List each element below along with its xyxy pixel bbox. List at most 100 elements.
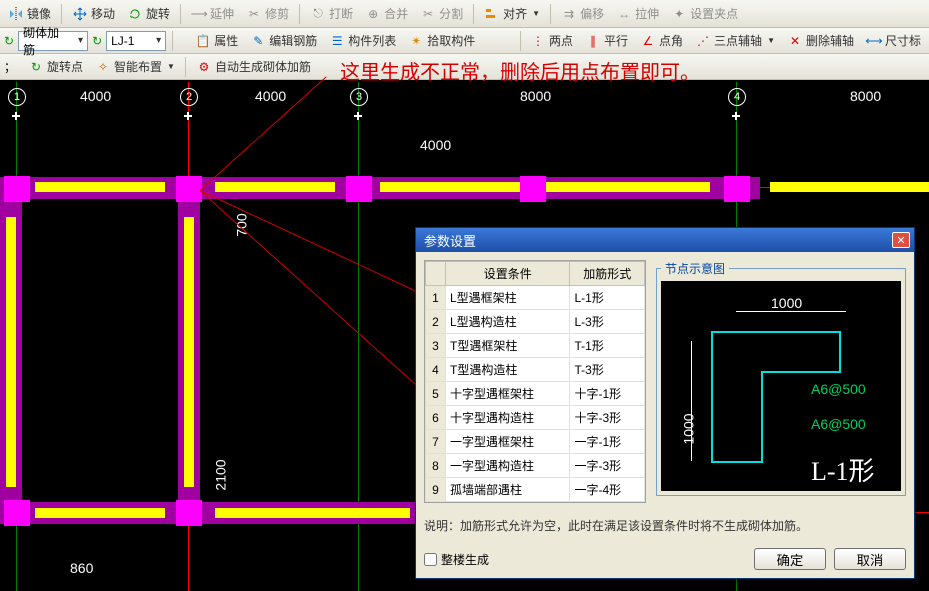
ok-button[interactable]: 确定 <box>754 548 826 570</box>
trim-icon: ✂ <box>246 6 262 22</box>
extend-icon: ⟶ <box>191 6 207 22</box>
parallel-button[interactable]: ∥平行 <box>581 30 632 51</box>
dropdown-arrow-icon: ▼ <box>532 9 540 18</box>
pv-dim-1000v: 1000 <box>681 413 697 444</box>
delaux-button[interactable]: ✕删除辅轴 <box>783 30 858 51</box>
dotangle-button[interactable]: ∠点角 <box>636 30 687 51</box>
cancel-button[interactable]: 取消 <box>834 548 906 570</box>
smart-icon: ✧ <box>95 59 111 75</box>
smartlayout-button[interactable]: ✧智能布置▼ <box>91 56 179 77</box>
threeaux-button[interactable]: ⋰三点辅轴▼ <box>691 30 779 51</box>
dim-860: 860 <box>70 560 93 576</box>
dialog-title: 参数设置 <box>424 231 476 250</box>
autogen-button[interactable]: ⚙自动生成砌体加筋 <box>192 56 315 77</box>
table-row[interactable]: 1L型遇框架柱L-1形 <box>426 286 645 310</box>
mirror-label: 镜像 <box>27 5 51 22</box>
extend-button: ⟶延伸 <box>187 3 238 24</box>
memberlist-button[interactable]: ☰构件列表 <box>325 30 400 51</box>
rotate-button[interactable]: 旋转 <box>123 3 174 24</box>
dialog-explain: 说明：加筋形式允许为空，此时在满足该设置条件时将不生成砌体加筋。 <box>416 511 914 540</box>
twopt-button[interactable]: ⋮两点 <box>526 30 577 51</box>
break-button: ⎋打断 <box>306 3 357 24</box>
annotation-text: 这里生成不正常，删除后用点布置即可。 <box>340 56 700 85</box>
dim-2100: 2100 <box>213 459 229 490</box>
pickmember-button[interactable]: ✴拾取构件 <box>404 30 479 51</box>
table-row[interactable]: 4T型遇构造柱T-3形 <box>426 358 645 382</box>
axis-marker-4: 4 <box>728 88 746 106</box>
toolbar-edit: 镜像 移动 旋转 ⟶延伸 ✂修剪 ⎋打断 ⊕合并 ✂分割 对齐▼ ⇉偏移 ↔拉伸… <box>0 0 929 28</box>
pick-icon: ✴ <box>408 33 424 49</box>
table-row[interactable]: 9孤墙端部遇柱一字-4形 <box>426 478 645 502</box>
trim-button: ✂修剪 <box>242 3 293 24</box>
merge-button: ⊕合并 <box>361 3 412 24</box>
dim-8000-2: 8000 <box>850 88 881 104</box>
move-button[interactable]: 移动 <box>68 3 119 24</box>
param-table[interactable]: 设置条件 加筋形式 1L型遇框架柱L-1形2L型遇构造柱L-3形3T型遇框架柱T… <box>424 260 646 503</box>
grip-icon: ✦ <box>671 6 687 22</box>
pv-bar1: A6@500 <box>811 381 866 397</box>
table-row[interactable]: 5十字型遇框架柱十字-1形 <box>426 382 645 406</box>
break-icon: ⎋ <box>310 6 326 22</box>
pv-shape: L-1形 <box>811 451 875 488</box>
dim-4000-1: 4000 <box>80 88 111 104</box>
table-row[interactable]: 3T型遇框架柱T-1形 <box>426 334 645 358</box>
axis-marker-2: 2 <box>180 88 198 106</box>
table-row[interactable]: 7一字型遇框架柱一字-1形 <box>426 430 645 454</box>
member-code-select[interactable]: LJ-1 <box>106 31 166 51</box>
table-row[interactable]: 6十字型遇构造柱十字-3形 <box>426 406 645 430</box>
editrebar-button[interactable]: ✎编辑钢筋 <box>246 30 321 51</box>
dim-icon: ⟷ <box>866 33 882 49</box>
autogen-icon: ⚙ <box>196 59 212 75</box>
split-icon: ✂ <box>420 6 436 22</box>
rotate-icon <box>127 6 143 22</box>
rebar-icon: ✎ <box>250 33 266 49</box>
toolbar-member: ↻ 砌体加筋 ↻ LJ-1 📋属性 ✎编辑钢筋 ☰构件列表 ✴拾取构件 ⋮两点 … <box>0 28 929 54</box>
align-button[interactable]: 对齐▼ <box>480 3 544 24</box>
stretch-icon: ↔ <box>616 6 632 22</box>
close-button[interactable]: ✕ <box>892 232 910 248</box>
merge-icon: ⊕ <box>365 6 381 22</box>
refresh2-icon[interactable]: ↻ <box>92 34 102 48</box>
delaux-icon: ✕ <box>787 33 803 49</box>
table-row[interactable]: 8一字型遇构造柱一字-3形 <box>426 454 645 478</box>
rotpt-button[interactable]: ↻旋转点 <box>24 56 87 77</box>
mirror-button[interactable]: 镜像 <box>4 3 55 24</box>
props-button[interactable]: 📋属性 <box>191 30 242 51</box>
move-label: 移动 <box>91 5 115 22</box>
setgrip-button: ✦设置夹点 <box>667 3 742 24</box>
rotate-label: 旋转 <box>146 5 170 22</box>
col-cond: 设置条件 <box>446 262 570 286</box>
dim-4000-inner: 4000 <box>420 137 451 153</box>
refresh-icon[interactable]: ↻ <box>4 34 14 48</box>
parallel-icon: ∥ <box>585 33 601 49</box>
dialog-titlebar[interactable]: 参数设置 ✕ <box>416 228 914 252</box>
table-row[interactable]: 2L型遇构造柱L-3形 <box>426 310 645 334</box>
pv-dim-1000h: 1000 <box>771 295 802 311</box>
member-type-select[interactable]: 砌体加筋 <box>18 31 88 51</box>
offset-icon: ⇉ <box>561 6 577 22</box>
split-button: ✂分割 <box>416 3 467 24</box>
twopt-icon: ⋮ <box>530 33 546 49</box>
pt-label: ； <box>4 58 20 75</box>
wholebuilding-check[interactable]: 整楼生成 <box>424 551 489 568</box>
axis-marker-1: 1 <box>8 88 26 106</box>
mirror-icon <box>8 6 24 22</box>
axis-marker-3: 3 <box>350 88 368 106</box>
angle-icon: ∠ <box>640 33 656 49</box>
pv-bar2: A6@500 <box>811 416 866 432</box>
stretch-button: ↔拉伸 <box>612 3 663 24</box>
offset-button: ⇉偏移 <box>557 3 608 24</box>
preview-legend: 节点示意图 <box>661 260 729 277</box>
move-icon <box>72 6 88 22</box>
threeaux-icon: ⋰ <box>695 33 711 49</box>
dim-8000-1: 8000 <box>520 88 551 104</box>
props-icon: 📋 <box>195 33 211 49</box>
align-icon <box>484 6 500 22</box>
preview-panel: 节点示意图 1000 1000 A6@500 A6@500 L <box>656 260 906 503</box>
rotpt-icon: ↻ <box>28 59 44 75</box>
param-dialog: 参数设置 ✕ 设置条件 加筋形式 1L型遇框架柱L-1形2L型遇构造柱L-3形3… <box>415 227 915 579</box>
preview-canvas: 1000 1000 A6@500 A6@500 L-1形 <box>661 281 901 491</box>
wholebuilding-checkbox[interactable] <box>424 553 437 566</box>
dimmark-button[interactable]: ⟷尺寸标 <box>862 30 925 51</box>
dim-4000-2: 4000 <box>255 88 286 104</box>
